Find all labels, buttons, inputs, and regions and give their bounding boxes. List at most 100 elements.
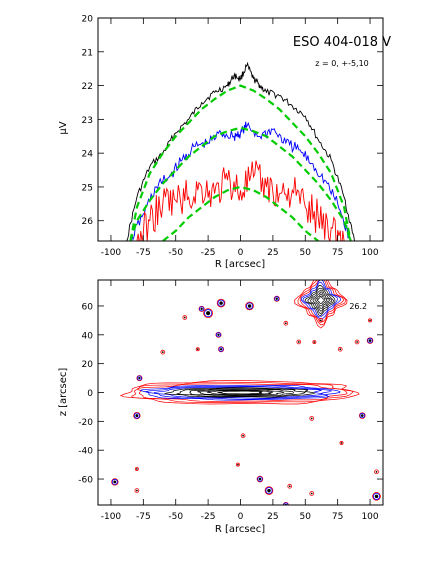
profile-y-tick-label: 25 (82, 183, 93, 193)
profile-y-tick-label: 21 (82, 48, 93, 58)
galaxy-contour (163, 387, 316, 398)
star-source (134, 488, 140, 493)
bright-star-contour (301, 280, 341, 319)
contour-y-tick-label: 40 (82, 331, 94, 341)
profile-x-tick-label: 25 (267, 248, 278, 258)
profile-panel: -100 -75 -50 -25 0 25 50 75 100 20 21 22 23 24 25 26 ES… (58, 15, 391, 271)
galaxy-contour (153, 386, 323, 399)
contour-y-tick-label: 60 (82, 302, 94, 312)
star-source (318, 318, 324, 323)
star-source (309, 416, 315, 421)
profile-series-5 (162, 185, 319, 241)
profile-x-tick-label: 50 (300, 248, 312, 258)
star-source (359, 412, 366, 419)
bright-star-contour (294, 280, 348, 329)
bright-star-contour (310, 289, 333, 312)
bright-star-contour (297, 280, 347, 326)
profile-y-tick-label: 24 (82, 150, 94, 160)
star-source (354, 339, 360, 345)
profile-x-tick-label: -25 (201, 248, 216, 258)
profile-x-tick-label: 75 (332, 248, 343, 258)
profile-y-tick-label: 26 (82, 217, 94, 227)
star-source (309, 491, 315, 496)
contour-y-axis-label: z [arcsec] (58, 368, 69, 417)
contour-x-tick-label: -75 (136, 512, 151, 522)
galaxy-contour (216, 390, 263, 395)
contour-y-tick-label: -40 (78, 447, 93, 457)
profile-series-2 (136, 160, 345, 241)
profile-series-3 (129, 84, 352, 241)
profile-y-tick-label: 23 (82, 116, 93, 126)
profile-x-tick-label: -100 (101, 248, 122, 258)
star-source (374, 469, 379, 475)
galaxy-contour (137, 383, 348, 402)
star-source (312, 340, 317, 344)
star-source (215, 331, 222, 338)
contour-x-axis-label: R [arcsec] (215, 524, 265, 535)
profile-axes: -100 -75 -50 -25 0 25 50 75 100 20 21 22 23 24 25 26 (82, 15, 383, 258)
contour-y-tick-label: -60 (78, 476, 93, 486)
profile-x-tick-label: 100 (361, 248, 378, 258)
star-source (287, 483, 293, 489)
star-source (133, 411, 141, 420)
contour-x-tick-label: 100 (361, 512, 378, 522)
profile-x-tick-label: 0 (238, 248, 244, 258)
star-source (240, 433, 246, 439)
contour-annotation: 26.2 (349, 302, 367, 311)
star-source (111, 478, 119, 486)
galaxy-contour (206, 390, 273, 395)
profile-series-1 (129, 121, 352, 241)
bright-star-contour (312, 291, 331, 309)
contour-x-tick-label: 75 (332, 512, 343, 522)
star-source (283, 320, 289, 326)
bright-star-contour (314, 293, 328, 307)
star-source (264, 486, 274, 495)
star-source (136, 375, 143, 382)
galaxy-contour (196, 389, 285, 396)
profile-plot-area (126, 61, 355, 241)
contour-x-tick-label: 25 (267, 512, 278, 522)
contour-y-tick-label: -20 (78, 418, 93, 428)
profile-y-tick-label: 22 (82, 82, 93, 92)
bright-star-contour (302, 281, 338, 318)
star-source (182, 315, 188, 320)
contour-x-tick-label: 50 (300, 512, 312, 522)
contour-x-tick-label: -25 (201, 512, 216, 522)
bright-star-contour (304, 285, 336, 316)
galaxy-contour (144, 385, 333, 400)
star-source (195, 347, 200, 352)
contour-y-tick-label: 0 (87, 389, 93, 399)
star-source (216, 298, 226, 308)
contour-x-tick-label: 0 (238, 512, 244, 522)
star-source (372, 492, 381, 501)
star-source (256, 475, 264, 483)
star-source (245, 301, 254, 311)
chart-title: ESO 404-018 V (293, 35, 391, 50)
profile-y-axis-label: μV (58, 121, 69, 134)
profile-x-tick-label: -50 (168, 248, 183, 258)
profile-frame (97, 17, 384, 242)
contour-y-tick-label: 20 (82, 360, 94, 370)
star-source (337, 346, 343, 352)
star-source (366, 337, 374, 344)
bright-star-contour (316, 295, 325, 305)
star-source (198, 305, 205, 312)
profile-series-4 (129, 126, 352, 241)
galaxy-contour (189, 388, 294, 397)
profile-series-0 (126, 61, 355, 241)
star-source (273, 295, 280, 302)
profile-x-tick-label: -75 (136, 248, 151, 258)
star-source (134, 466, 139, 471)
contour-frame (97, 279, 384, 506)
star-source (160, 349, 166, 355)
contour-panel: -100 -75 -50 -25 0 25 50 75 100-60-40-200204060 … (58, 279, 384, 535)
galaxy-contour (175, 388, 306, 397)
profile-y-tick-label: 20 (82, 15, 94, 25)
star-source (368, 318, 372, 323)
star-source (218, 346, 225, 353)
slice-annotation: z = 0, +-5,10 (315, 59, 369, 68)
contour-x-tick-label: -50 (168, 512, 183, 522)
star-source (235, 462, 240, 467)
contour-x-tick-label: -100 (101, 512, 122, 522)
